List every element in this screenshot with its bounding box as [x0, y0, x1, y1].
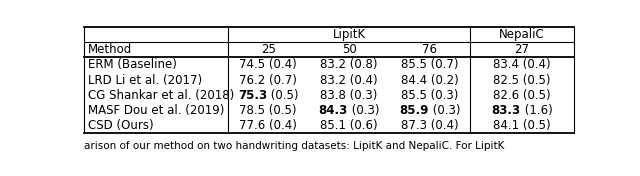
Text: 82.5 (0.5): 82.5 (0.5): [493, 74, 550, 87]
Text: 50: 50: [342, 43, 356, 56]
Text: 83.4 (0.4): 83.4 (0.4): [493, 58, 551, 71]
Text: 83.3: 83.3: [492, 104, 520, 117]
Text: 83.2 (0.4): 83.2 (0.4): [320, 74, 378, 87]
Text: (1.6): (1.6): [520, 104, 552, 117]
Text: 85.1 (0.6): 85.1 (0.6): [320, 119, 378, 132]
Text: 78.5 (0.5): 78.5 (0.5): [239, 104, 297, 117]
Text: 85.5 (0.3): 85.5 (0.3): [401, 89, 459, 102]
Text: MASF Dou et al. (2019): MASF Dou et al. (2019): [88, 104, 224, 117]
Text: 74.5 (0.4): 74.5 (0.4): [239, 58, 297, 71]
Text: 84.3: 84.3: [319, 104, 348, 117]
Text: 84.4 (0.2): 84.4 (0.2): [401, 74, 459, 87]
Text: 76.2 (0.7): 76.2 (0.7): [239, 74, 297, 87]
Text: 84.1 (0.5): 84.1 (0.5): [493, 119, 551, 132]
Text: (0.3): (0.3): [348, 104, 380, 117]
Text: CG Shankar et al. (2018): CG Shankar et al. (2018): [88, 89, 234, 102]
Text: 27: 27: [515, 43, 529, 56]
Text: arison of our method on two handwriting datasets: LipitK and NepaliC. For LipitK: arison of our method on two handwriting …: [84, 141, 504, 151]
Text: 85.5 (0.7): 85.5 (0.7): [401, 58, 459, 71]
Text: 76: 76: [422, 43, 437, 56]
Text: ERM (Baseline): ERM (Baseline): [88, 58, 177, 71]
Text: 75.3: 75.3: [238, 89, 267, 102]
Text: LRD Li et al. (2017): LRD Li et al. (2017): [88, 74, 202, 87]
Text: 82.6 (0.5): 82.6 (0.5): [493, 89, 551, 102]
Text: 85.9: 85.9: [399, 104, 429, 117]
Text: 87.3 (0.4): 87.3 (0.4): [401, 119, 459, 132]
Text: CSD (Ours): CSD (Ours): [88, 119, 154, 132]
Text: 83.2 (0.8): 83.2 (0.8): [321, 58, 378, 71]
Text: Method: Method: [88, 43, 132, 56]
Text: LipitK: LipitK: [333, 28, 365, 41]
Text: (0.3): (0.3): [429, 104, 460, 117]
Text: 25: 25: [260, 43, 276, 56]
Text: (0.5): (0.5): [267, 89, 298, 102]
Text: 83.8 (0.3): 83.8 (0.3): [321, 89, 378, 102]
Text: NepaliC: NepaliC: [499, 28, 545, 41]
Text: 77.6 (0.4): 77.6 (0.4): [239, 119, 297, 132]
